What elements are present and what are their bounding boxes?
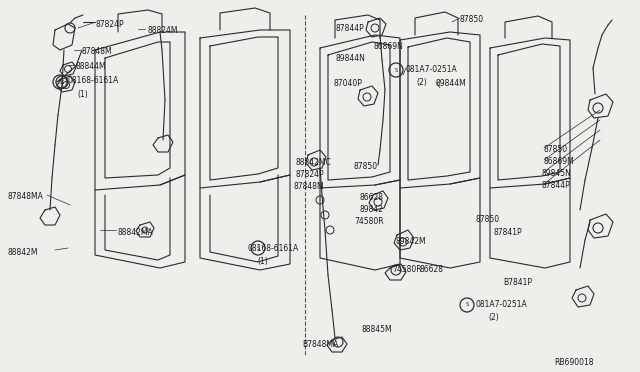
Text: 86628: 86628 (420, 265, 444, 274)
Text: (2): (2) (488, 313, 499, 322)
Text: S: S (465, 302, 468, 308)
Text: 86869M: 86869M (544, 157, 575, 166)
Text: 88824M: 88824M (148, 26, 179, 35)
Text: 87824P: 87824P (295, 170, 324, 179)
Text: 08168-6161A: 08168-6161A (68, 76, 119, 85)
Text: S: S (257, 246, 260, 250)
Text: 87848MA: 87848MA (8, 192, 44, 201)
Text: 88842MC: 88842MC (295, 158, 331, 167)
Text: S: S (394, 67, 397, 73)
Text: 87850: 87850 (460, 15, 484, 24)
Text: 87850: 87850 (544, 145, 568, 154)
Text: 87850: 87850 (475, 215, 499, 224)
Text: S: S (60, 80, 64, 84)
Text: 74580R: 74580R (354, 217, 383, 226)
Text: 081A7-0251A: 081A7-0251A (476, 300, 528, 309)
Text: 87040P: 87040P (333, 79, 362, 88)
Text: 88842M: 88842M (8, 248, 38, 257)
Text: 87841P: 87841P (494, 228, 523, 237)
Text: 89842: 89842 (360, 205, 384, 214)
Text: 89845N: 89845N (542, 169, 572, 178)
Text: S: S (58, 80, 61, 84)
Text: 08168-6161A: 08168-6161A (247, 244, 298, 253)
Text: 86869N: 86869N (373, 42, 403, 51)
Text: 87844P: 87844P (335, 24, 364, 33)
Text: 87850: 87850 (353, 162, 377, 171)
Text: RB690018: RB690018 (554, 358, 593, 367)
Text: 87824P: 87824P (95, 20, 124, 29)
Text: 89844M: 89844M (436, 79, 467, 88)
Text: 86628: 86628 (360, 193, 384, 202)
Text: B7848MA: B7848MA (302, 340, 339, 349)
Text: (1): (1) (257, 257, 268, 266)
Text: (2): (2) (416, 78, 427, 87)
Text: 87844P: 87844P (542, 181, 571, 190)
Text: 74580R: 74580R (392, 265, 422, 274)
Text: 88845M: 88845M (362, 325, 392, 334)
Text: 87848M: 87848M (82, 47, 113, 56)
Text: 89844N: 89844N (335, 54, 365, 63)
Text: 89842M: 89842M (395, 237, 426, 246)
Text: B7841P: B7841P (503, 278, 532, 287)
Text: 87848M: 87848M (293, 182, 324, 191)
Text: (1): (1) (77, 90, 88, 99)
Text: 88842MA: 88842MA (118, 228, 154, 237)
Text: 081A7-0251A: 081A7-0251A (406, 65, 458, 74)
Text: 88844M: 88844M (76, 62, 107, 71)
